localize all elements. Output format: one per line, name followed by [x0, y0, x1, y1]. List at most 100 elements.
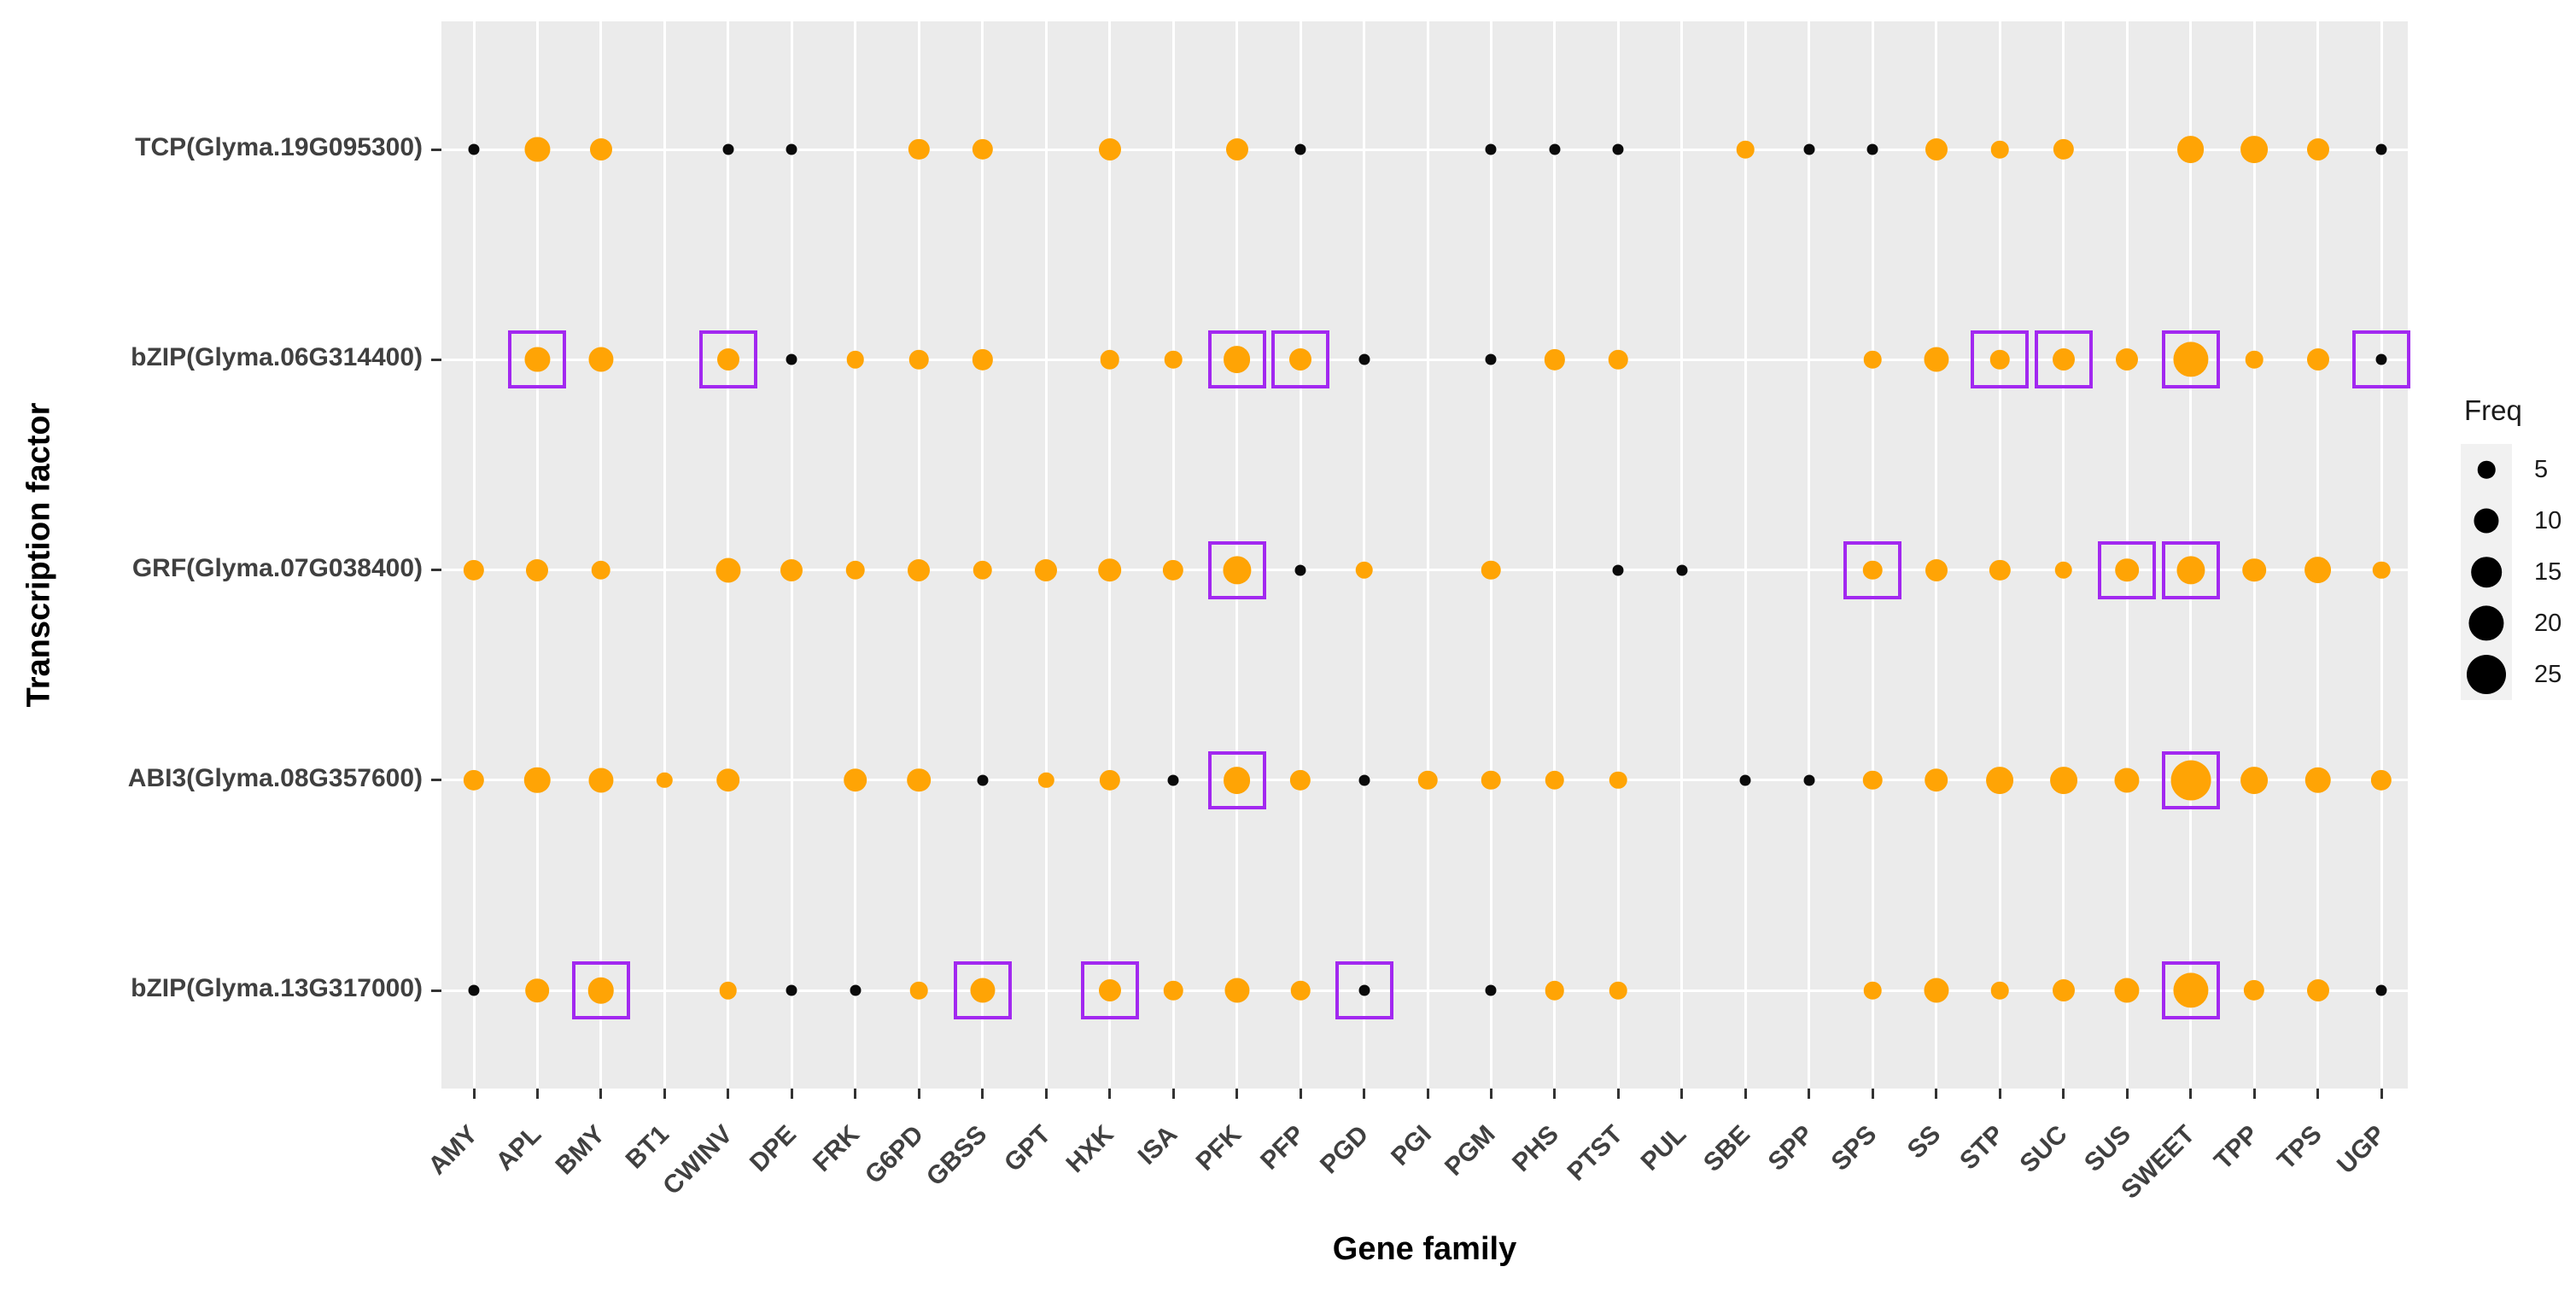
data-point: [908, 138, 930, 161]
x-tick: [727, 1089, 730, 1099]
highlight-box: [1080, 961, 1139, 1019]
legend-item: 5: [2435, 444, 2576, 495]
gridline-v: [1044, 21, 1048, 1089]
data-point: [588, 768, 614, 793]
legend-item: 15: [2435, 546, 2576, 598]
data-point: [1097, 558, 1122, 582]
data-point: [973, 560, 992, 580]
gridline-v: [1616, 21, 1620, 1089]
y-tick-label: bZIP(Glyma.06G314400): [131, 343, 423, 372]
x-tick-label: SPP: [1762, 1119, 1820, 1176]
gridline-v: [1998, 21, 2001, 1089]
data-point: [1676, 564, 1688, 575]
data-point: [1609, 981, 1627, 1000]
data-point: [463, 559, 485, 581]
data-point: [524, 137, 550, 162]
highlight-box: [698, 330, 757, 389]
data-point: [1099, 769, 1120, 791]
gridline-v: [1108, 21, 1112, 1089]
data-point: [909, 981, 928, 1000]
highlight-box: [2352, 330, 2410, 389]
gridline-v: [1299, 21, 1302, 1089]
x-tick-label: DPE: [744, 1119, 802, 1177]
data-point: [468, 143, 480, 155]
gridline-v: [1426, 21, 1429, 1089]
x-tick-label: CWINV: [657, 1119, 739, 1201]
y-tick: [431, 148, 441, 151]
data-point: [1100, 349, 1119, 370]
x-axis-title: Gene family: [1332, 1231, 1517, 1267]
plot-panel: [441, 21, 2410, 1089]
data-point: [1485, 143, 1497, 155]
x-tick: [1171, 1089, 1175, 1099]
x-tick: [2316, 1089, 2320, 1099]
legend-key: [2461, 546, 2512, 598]
legend-dot-icon: [2477, 460, 2496, 479]
data-point: [591, 560, 611, 580]
gridline-v: [663, 21, 666, 1089]
highlight-box: [1271, 330, 1330, 389]
data-point: [1289, 348, 1312, 371]
data-point: [786, 984, 797, 996]
gridline-v: [917, 21, 920, 1089]
y-tick: [431, 779, 441, 782]
x-tick-label: TPP: [2208, 1119, 2264, 1176]
x-tick-label: G6PD: [859, 1119, 929, 1190]
data-point: [2173, 972, 2209, 1008]
data-point: [1481, 770, 1501, 791]
gridline-v: [599, 21, 603, 1089]
data-point: [1545, 770, 1565, 791]
y-tick-label: GRF(Glyma.07G038400): [131, 553, 423, 582]
data-point: [2304, 767, 2331, 793]
data-point: [1549, 143, 1561, 155]
legend-key: [2461, 598, 2512, 649]
data-point: [1803, 143, 1815, 155]
gridline-h: [441, 148, 2408, 151]
x-tick-label: PGM: [1440, 1119, 1501, 1182]
data-point: [2243, 979, 2265, 1001]
data-point: [463, 769, 485, 791]
gridline-v: [2189, 21, 2193, 1089]
data-point: [719, 981, 738, 1000]
gridline-v: [981, 21, 984, 1089]
data-point: [1739, 774, 1751, 786]
legend-label: 5: [2534, 455, 2549, 483]
data-point: [1924, 978, 1949, 1003]
data-point: [2306, 348, 2329, 371]
x-tick-label: PTST: [1562, 1119, 1628, 1187]
x-tick: [663, 1089, 666, 1099]
x-tick: [1363, 1089, 1366, 1099]
data-point: [525, 978, 550, 1002]
data-point: [845, 560, 866, 580]
data-point: [1481, 560, 1501, 580]
y-tick-label: TCP(Glyma.19G095300): [135, 133, 423, 161]
gridline-v: [1871, 21, 1874, 1089]
data-point: [1609, 349, 1628, 370]
highlight-box: [1843, 540, 1902, 599]
data-point: [1863, 350, 1882, 369]
data-point: [1544, 349, 1566, 371]
legend-dot-icon: [2474, 508, 2499, 534]
data-point: [2375, 984, 2387, 996]
data-point: [786, 353, 797, 365]
data-point: [2170, 760, 2211, 801]
x-tick-label: AMY: [423, 1119, 484, 1181]
x-tick: [2125, 1089, 2129, 1099]
data-point: [2052, 348, 2075, 371]
data-point: [657, 772, 673, 788]
x-tick-label: HXK: [1060, 1119, 1119, 1179]
data-point: [2049, 766, 2077, 794]
x-tick-label: SUS: [2079, 1119, 2137, 1177]
data-point: [2242, 558, 2266, 582]
x-tick: [1744, 1089, 1747, 1099]
highlight-box: [2034, 330, 2093, 389]
gridline-v: [1744, 21, 1747, 1089]
x-tick-label: PFK: [1190, 1119, 1247, 1176]
x-tick: [1235, 1089, 1239, 1099]
data-point: [2372, 561, 2391, 579]
legend-item: 20: [2435, 598, 2576, 649]
data-point: [716, 557, 741, 583]
highlight-box: [953, 961, 1012, 1019]
data-point: [850, 984, 862, 996]
data-point: [1986, 766, 2014, 794]
